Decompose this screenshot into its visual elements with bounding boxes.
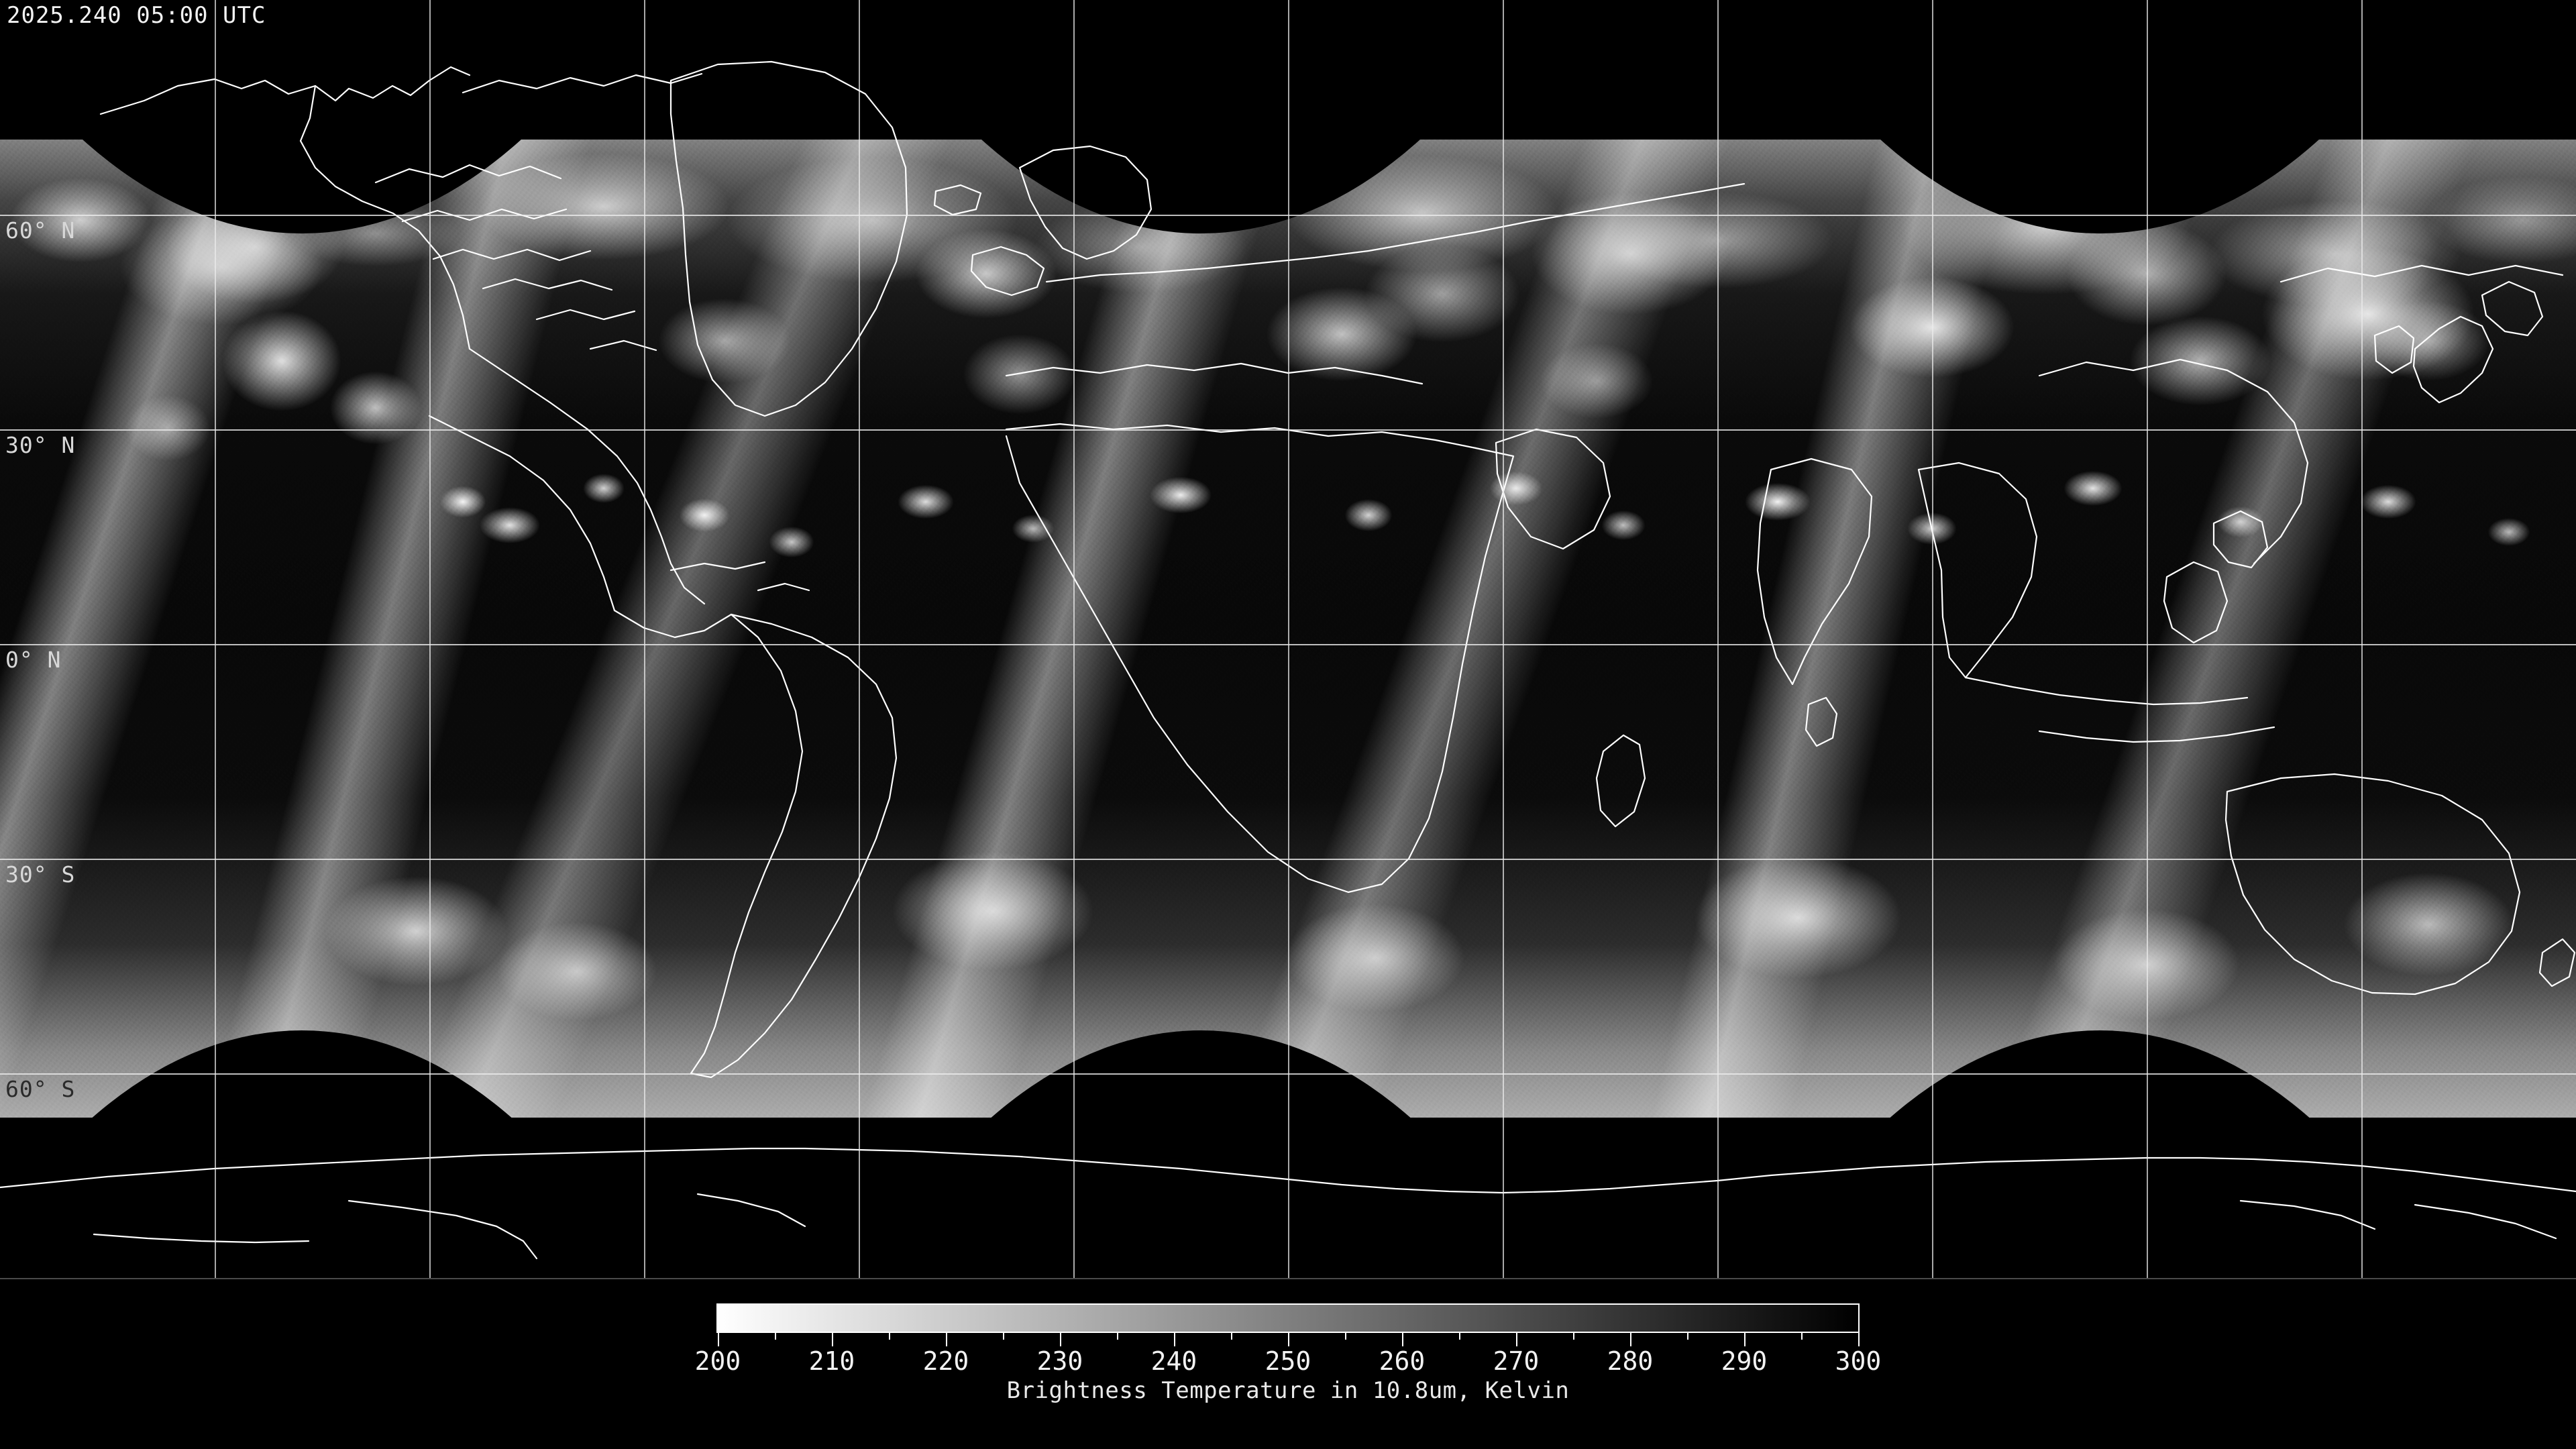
colorbar-tick-label: 210 (808, 1346, 855, 1376)
colorbar-tick-labels: 200 210 220 230 240 250 260 270 280 290 300 (0, 1346, 2576, 1377)
latitude-label-30n: 30° N (5, 432, 76, 458)
colorbar-minor-tick (775, 1332, 776, 1340)
map-panel: 60° N 30° N 0° N 30° S 60° S 2025.240 05… (0, 0, 2576, 1278)
colorbar-major-tick (946, 1332, 947, 1346)
latitude-label-30s: 30° S (5, 861, 76, 888)
colorbar-tick-label: 230 (1036, 1346, 1083, 1376)
coastline-overlay (0, 60, 2576, 1260)
colorbar-minor-tick (1801, 1332, 1803, 1340)
colorbar-tick-label: 240 (1150, 1346, 1197, 1376)
colorbar-tick-label: 200 (694, 1346, 741, 1376)
colorbar-area: 200 210 220 230 240 250 260 270 280 290 300 Bright… (0, 1279, 2576, 1449)
colorbar-minor-tick (889, 1332, 890, 1340)
colorbar (716, 1303, 1860, 1333)
colorbar-tick-label: 270 (1493, 1346, 1540, 1376)
colorbar-major-tick (1060, 1332, 1061, 1346)
colorbar-major-tick (1858, 1332, 1860, 1346)
colorbar-minor-tick (1573, 1332, 1574, 1340)
colorbar-major-tick (718, 1332, 719, 1346)
colorbar-tick-label: 280 (1607, 1346, 1654, 1376)
colorbar-tick-label: 260 (1379, 1346, 1426, 1376)
latitude-label-60s: 60° S (5, 1076, 76, 1102)
colorbar-tick-label: 300 (1835, 1346, 1882, 1376)
panel-divider (0, 1278, 2576, 1279)
colorbar-minor-tick (1345, 1332, 1346, 1340)
colorbar-minor-tick (1687, 1332, 1688, 1340)
colorbar-major-tick (1288, 1332, 1289, 1346)
colorbar-major-tick (1630, 1332, 1631, 1346)
colorbar-major-tick (1174, 1332, 1175, 1346)
colorbar-major-tick (1744, 1332, 1746, 1346)
colorbar-major-tick (832, 1332, 833, 1346)
colorbar-caption-text: Brightness Temperature in 10.8um, Kelvin (1006, 1377, 1570, 1404)
colorbar-minor-tick (1117, 1332, 1118, 1340)
colorbar-minor-tick (1231, 1332, 1232, 1340)
colorbar-minor-tick (1459, 1332, 1460, 1340)
colorbar-ticks (718, 1332, 1860, 1348)
latitude-label-60n: 60° N (5, 217, 76, 244)
colorbar-tick-label: 250 (1265, 1346, 1311, 1376)
timestamp-label: 2025.240 05:00 UTC (7, 2, 266, 29)
colorbar-minor-tick (1003, 1332, 1004, 1340)
colorbar-gradient (716, 1303, 1860, 1333)
latitude-label-0: 0° N (5, 647, 62, 673)
colorbar-major-tick (1516, 1332, 1517, 1346)
colorbar-tick-label: 290 (1721, 1346, 1768, 1376)
colorbar-tick-label: 220 (922, 1346, 969, 1376)
colorbar-major-tick (1402, 1332, 1403, 1346)
